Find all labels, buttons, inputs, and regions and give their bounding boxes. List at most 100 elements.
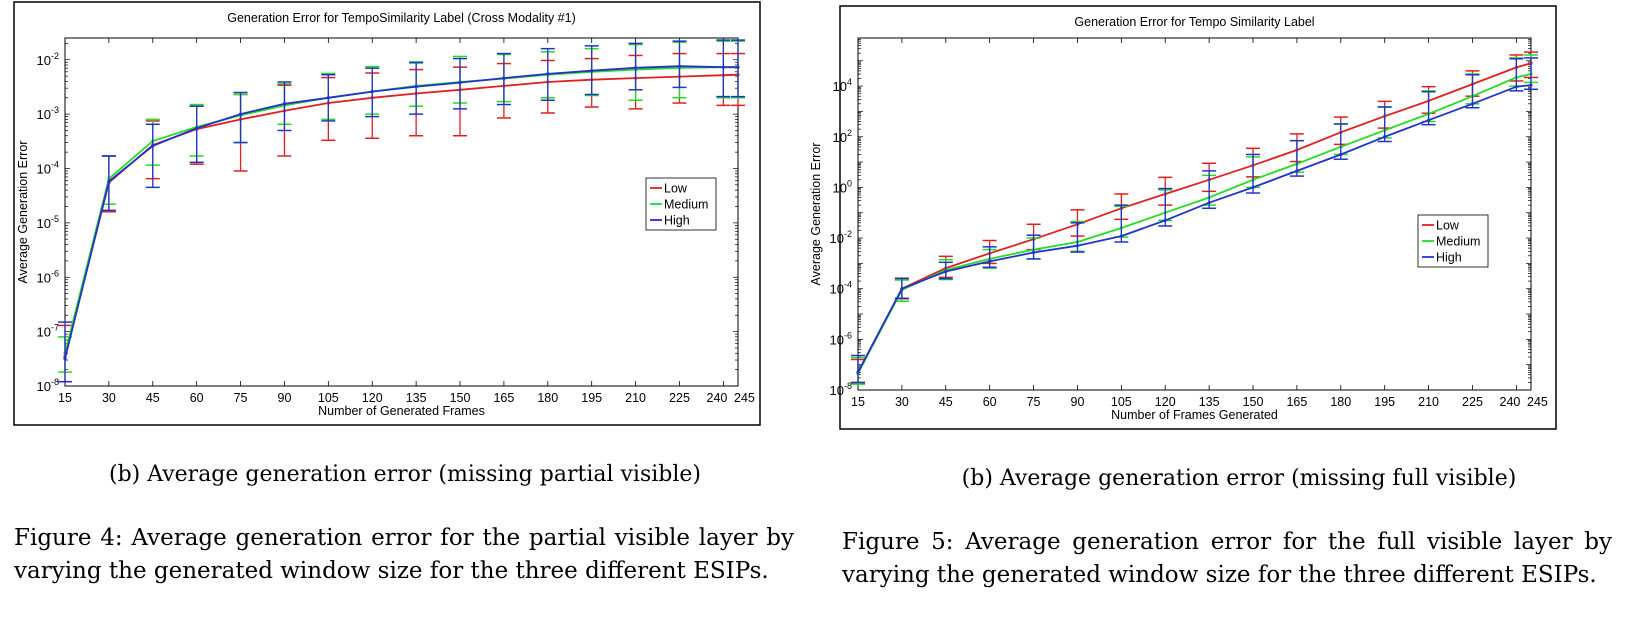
chart-title: Generation Error for TempoSimilarity Lab… <box>227 11 576 25</box>
x-tick-label: 180 <box>1330 395 1351 409</box>
data-point <box>590 69 594 73</box>
y-tick-label: 10-2 <box>830 229 852 246</box>
plot-area <box>64 37 739 387</box>
y-tick-label: 10-8 <box>37 377 59 394</box>
x-tick-label: 15 <box>851 395 865 409</box>
x-tick-label: 105 <box>1111 395 1132 409</box>
y-tick-label: 102 <box>833 128 852 145</box>
y-tick-label: 10-3 <box>37 105 59 122</box>
data-point <box>944 269 948 274</box>
data-point <box>326 96 330 100</box>
legend-label: High <box>1436 251 1462 265</box>
data-point <box>1529 83 1533 87</box>
figure-4-caption: Figure 4: Average generation error for t… <box>14 525 794 584</box>
x-tick-label: 75 <box>234 391 248 405</box>
x-tick-label: 135 <box>406 391 427 405</box>
x-tick-label: 210 <box>625 391 646 405</box>
x-tick-label: 225 <box>1462 395 1483 409</box>
data-point <box>677 64 682 68</box>
x-tick-label: 245 <box>734 391 755 405</box>
chart-full-visible: Generation Error for Tempo Similarity La… <box>809 5 1557 430</box>
y-tick-label: 10-4 <box>37 160 59 177</box>
data-point <box>1295 169 1299 173</box>
data-point <box>1163 218 1167 222</box>
data-point <box>900 287 904 291</box>
legend-label: High <box>664 214 690 228</box>
figure-5-panel: Generation Error for Tempo Similarity La… <box>809 0 1638 638</box>
data-point <box>195 126 199 130</box>
y-axis-label: Average Generation Error <box>16 141 30 284</box>
data-point <box>721 65 725 69</box>
data-point <box>1119 234 1123 238</box>
data-point <box>1207 201 1211 205</box>
x-tick-label: 120 <box>362 391 383 405</box>
data-point <box>736 65 740 69</box>
x-tick-label: 150 <box>450 391 471 405</box>
x-tick-label: 180 <box>537 391 558 405</box>
data-point <box>1426 118 1431 122</box>
data-point <box>414 85 418 89</box>
figure-4-panel: Generation Error for TempoSimilarity Lab… <box>0 0 810 638</box>
y-tick-label: 10-5 <box>37 214 59 231</box>
x-tick-label: 105 <box>318 391 339 405</box>
chart-partial-visible: Generation Error for TempoSimilarity Lab… <box>13 1 761 426</box>
left-subcaption: (b) Average generation error (missing pa… <box>108 462 702 487</box>
series-high <box>58 39 745 383</box>
x-tick-label: 165 <box>493 391 514 405</box>
data-point <box>370 89 374 94</box>
x-tick-label: 45 <box>146 391 160 405</box>
y-tick-label: 10-2 <box>37 51 59 68</box>
data-point <box>282 102 287 106</box>
data-point <box>1251 185 1255 190</box>
x-tick-label: 90 <box>1071 395 1085 409</box>
data-point <box>1339 152 1343 157</box>
chart-title: Generation Error for Tempo Similarity La… <box>1074 15 1314 29</box>
legend-label: Low <box>664 182 688 196</box>
y-tick-label: 10-4 <box>830 280 852 297</box>
y-tick-label: 10-6 <box>830 330 852 347</box>
x-tick-label: 195 <box>1374 395 1395 409</box>
x-tick-label: 225 <box>669 391 690 405</box>
data-point <box>151 144 155 148</box>
data-point <box>633 66 638 70</box>
x-tick-label: 60 <box>983 395 997 409</box>
y-tick-label: 100 <box>833 178 852 195</box>
y-tick-label: 10-8 <box>830 381 852 398</box>
data-point <box>502 76 506 80</box>
x-tick-label: 60 <box>190 391 204 405</box>
legend-label: Medium <box>1436 235 1480 249</box>
legend-label: Medium <box>664 198 708 212</box>
y-tick-label: 10-6 <box>37 268 59 285</box>
right-subcaption: (b) Average generation error (missing fu… <box>961 466 1517 491</box>
data-point <box>63 356 67 361</box>
x-tick-label: 75 <box>1027 395 1041 409</box>
x-tick-label: 150 <box>1243 395 1264 409</box>
data-point <box>1031 250 1036 255</box>
data-point <box>856 370 860 374</box>
x-tick-label: 30 <box>895 395 909 409</box>
data-point <box>107 179 111 183</box>
x-tick-label: 195 <box>581 391 602 405</box>
data-point <box>988 259 992 263</box>
x-axis-label: Number of Generated Frames <box>318 404 485 418</box>
data-point <box>458 80 462 85</box>
data-point <box>1470 102 1475 106</box>
x-axis-label: Number of Frames Generated <box>1111 408 1278 422</box>
data-point <box>1075 244 1080 248</box>
x-tick-label: 240 <box>1500 395 1521 409</box>
data-point <box>238 112 243 116</box>
legend: Low Medium High <box>645 177 717 231</box>
y-tick-label: 10-7 <box>37 323 59 340</box>
x-tick-label: 135 <box>1199 395 1220 409</box>
x-tick-label: 45 <box>939 395 953 409</box>
x-tick-label: 165 <box>1286 395 1307 409</box>
series-high <box>851 57 1538 384</box>
data-point <box>1514 85 1518 89</box>
x-tick-label: 30 <box>102 391 116 405</box>
data-point <box>1383 135 1387 139</box>
x-tick-label: 15 <box>58 391 72 405</box>
y-tick-label: 104 <box>833 77 852 94</box>
legend-label: Low <box>1436 219 1460 233</box>
x-tick-label: 240 <box>707 391 728 405</box>
x-tick-label: 245 <box>1527 395 1548 409</box>
